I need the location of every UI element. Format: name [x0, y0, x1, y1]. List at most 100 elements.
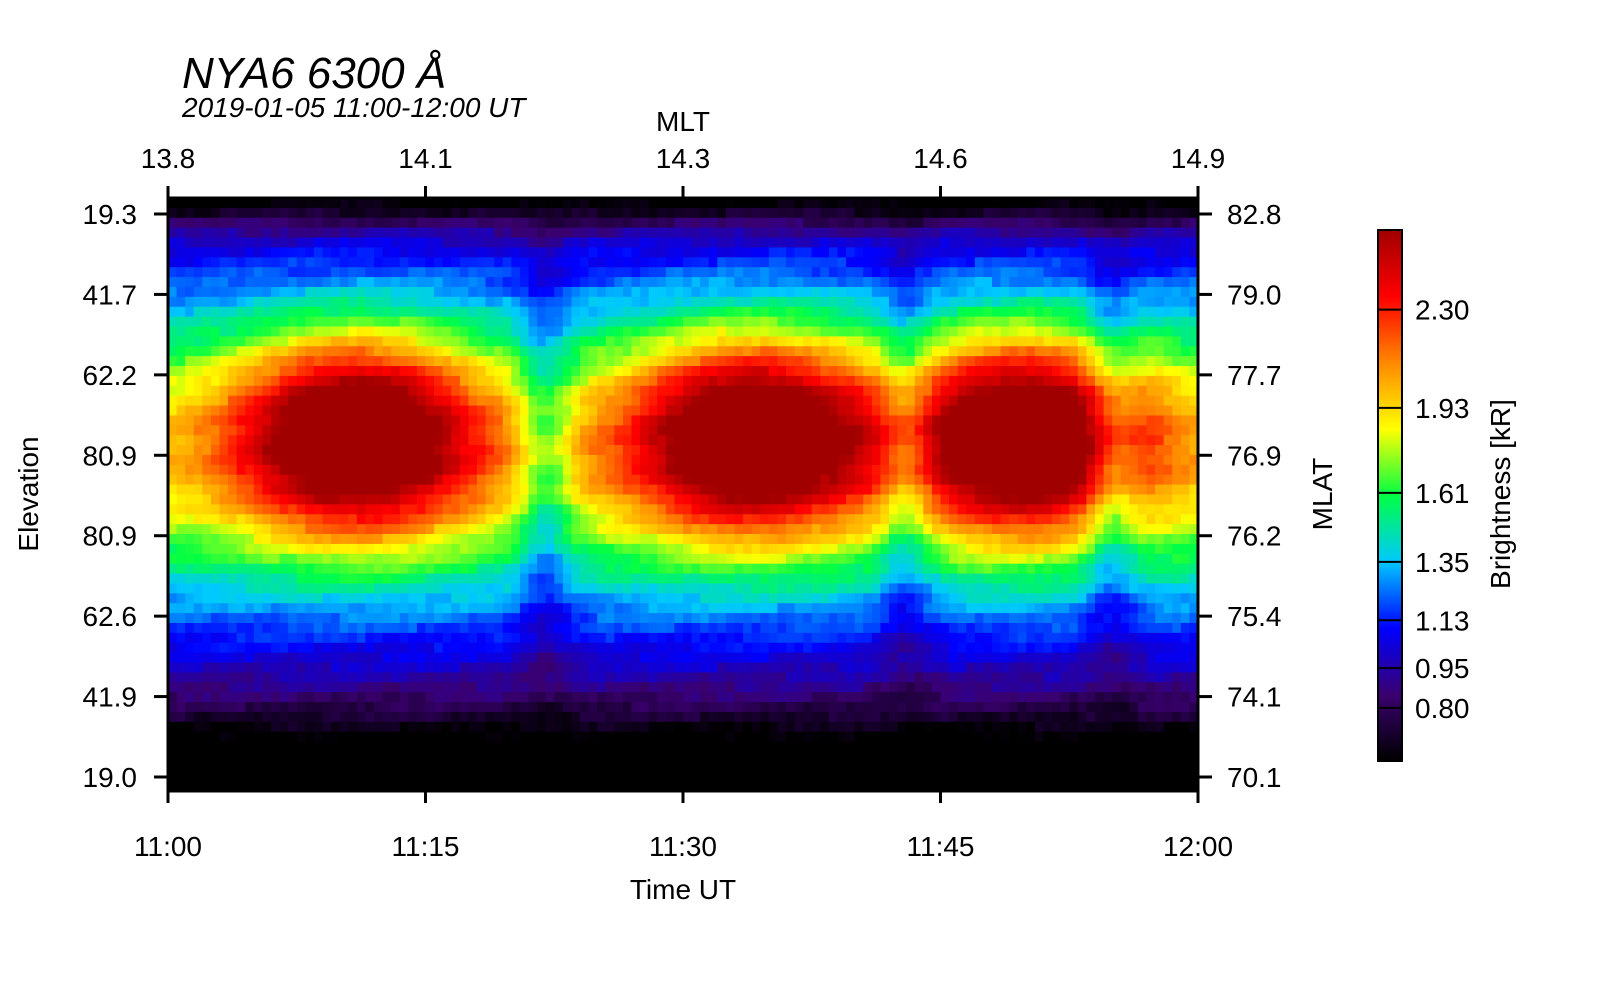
heatmap-cell	[253, 336, 264, 347]
heatmap-cell	[193, 771, 203, 782]
heatmap-cell	[416, 543, 427, 555]
heatmap-cell	[468, 237, 478, 249]
heatmap-cell	[288, 603, 298, 614]
heatmap-cell	[193, 622, 203, 634]
heatmap-cell	[288, 642, 298, 654]
heatmap-cell	[837, 573, 847, 585]
heatmap-cell	[485, 613, 495, 624]
heatmap-cell	[348, 721, 358, 733]
heatmap-cell	[708, 395, 718, 407]
heatmap-cell	[245, 247, 255, 258]
heatmap-cell	[820, 277, 830, 288]
heatmap-cell	[580, 474, 590, 486]
heatmap-cell	[305, 207, 315, 219]
heatmap-cell	[837, 445, 847, 456]
heatmap-cell	[640, 395, 650, 407]
heatmap-cell	[837, 385, 847, 397]
heatmap-cell	[305, 781, 315, 792]
heatmap-cell	[794, 217, 804, 229]
heatmap-cell	[511, 227, 521, 239]
heatmap-cell	[580, 573, 590, 585]
heatmap-cell	[794, 593, 804, 604]
heatmap-cell	[734, 454, 744, 466]
heatmap-cell	[374, 524, 384, 535]
heatmap-cell	[597, 543, 607, 555]
heatmap-cell	[691, 652, 701, 664]
heatmap-cell	[794, 662, 804, 673]
heatmap-cell	[837, 217, 847, 229]
heatmap-cell	[477, 781, 487, 792]
heatmap-cell	[820, 632, 830, 644]
heatmap-cell	[640, 247, 650, 258]
heatmap-cell	[743, 326, 753, 337]
heatmap-cell	[631, 405, 641, 417]
heatmap-cell	[245, 306, 255, 318]
heatmap-cell	[605, 425, 615, 436]
heatmap-cell	[571, 632, 581, 644]
heatmap-cell	[580, 237, 590, 249]
heatmap-cell	[271, 702, 281, 713]
heatmap-cell	[811, 435, 821, 446]
heatmap-cell	[331, 524, 341, 535]
heatmap-cell	[768, 771, 779, 782]
heatmap-cell	[760, 603, 770, 614]
heatmap-cell	[305, 415, 315, 426]
heatmap-cell	[459, 326, 470, 337]
heatmap-cell	[511, 385, 521, 397]
heatmap-cell	[545, 366, 555, 377]
heatmap-cell	[734, 267, 744, 278]
heatmap-cell	[416, 583, 427, 594]
heatmap-cell	[442, 257, 452, 268]
heatmap-cell	[296, 721, 306, 733]
heatmap-cell	[296, 751, 306, 762]
heatmap-cell	[262, 375, 272, 387]
heatmap-cell	[760, 622, 770, 634]
heatmap-cell	[622, 534, 633, 545]
heatmap-cell	[614, 613, 624, 624]
heatmap-cell	[348, 771, 358, 782]
heatmap-cell	[751, 316, 761, 328]
heatmap-cell	[545, 395, 555, 407]
heatmap-cell	[528, 346, 538, 357]
heatmap-cell	[356, 415, 367, 426]
heatmap-cell	[571, 316, 581, 328]
heatmap-cell	[494, 286, 504, 298]
heatmap-cell	[794, 603, 804, 614]
heatmap-cell	[674, 445, 684, 456]
heatmap-cell	[451, 198, 461, 209]
heatmap-cell	[271, 573, 281, 585]
heatmap-cell	[408, 632, 418, 644]
heatmap-cell	[717, 375, 727, 387]
heatmap-cell	[622, 286, 633, 298]
heatmap-cell	[434, 553, 444, 565]
heatmap-cell	[580, 198, 590, 209]
heatmap-cell	[751, 415, 761, 426]
heatmap-cell	[348, 593, 358, 604]
heatmap-cell	[554, 346, 564, 357]
heatmap-cell	[691, 672, 701, 683]
heatmap-cell	[880, 257, 890, 268]
heatmap-cell	[408, 543, 418, 555]
heatmap-cell	[657, 198, 667, 209]
heatmap-cell	[863, 692, 873, 703]
heatmap-cell	[700, 622, 710, 634]
heatmap-cell	[416, 672, 427, 683]
heatmap-cell	[305, 395, 315, 407]
heatmap-cell	[717, 237, 727, 249]
heatmap-cell	[305, 761, 315, 772]
heatmap-cell	[210, 603, 221, 614]
heatmap-cell	[348, 366, 358, 377]
heatmap-cell	[562, 267, 573, 278]
heatmap-cell	[820, 613, 830, 624]
heatmap-cell	[631, 642, 641, 654]
heatmap-cell	[296, 277, 306, 288]
heatmap-cell	[614, 316, 624, 328]
heatmap-cell	[545, 563, 555, 575]
heatmap-cell	[399, 356, 409, 367]
heatmap-cell	[811, 632, 821, 644]
heatmap-cell	[219, 267, 229, 278]
heatmap-cell	[786, 573, 796, 585]
heatmap-cell	[854, 484, 864, 496]
heatmap-cell	[365, 247, 375, 258]
heatmap-cell	[683, 603, 693, 614]
